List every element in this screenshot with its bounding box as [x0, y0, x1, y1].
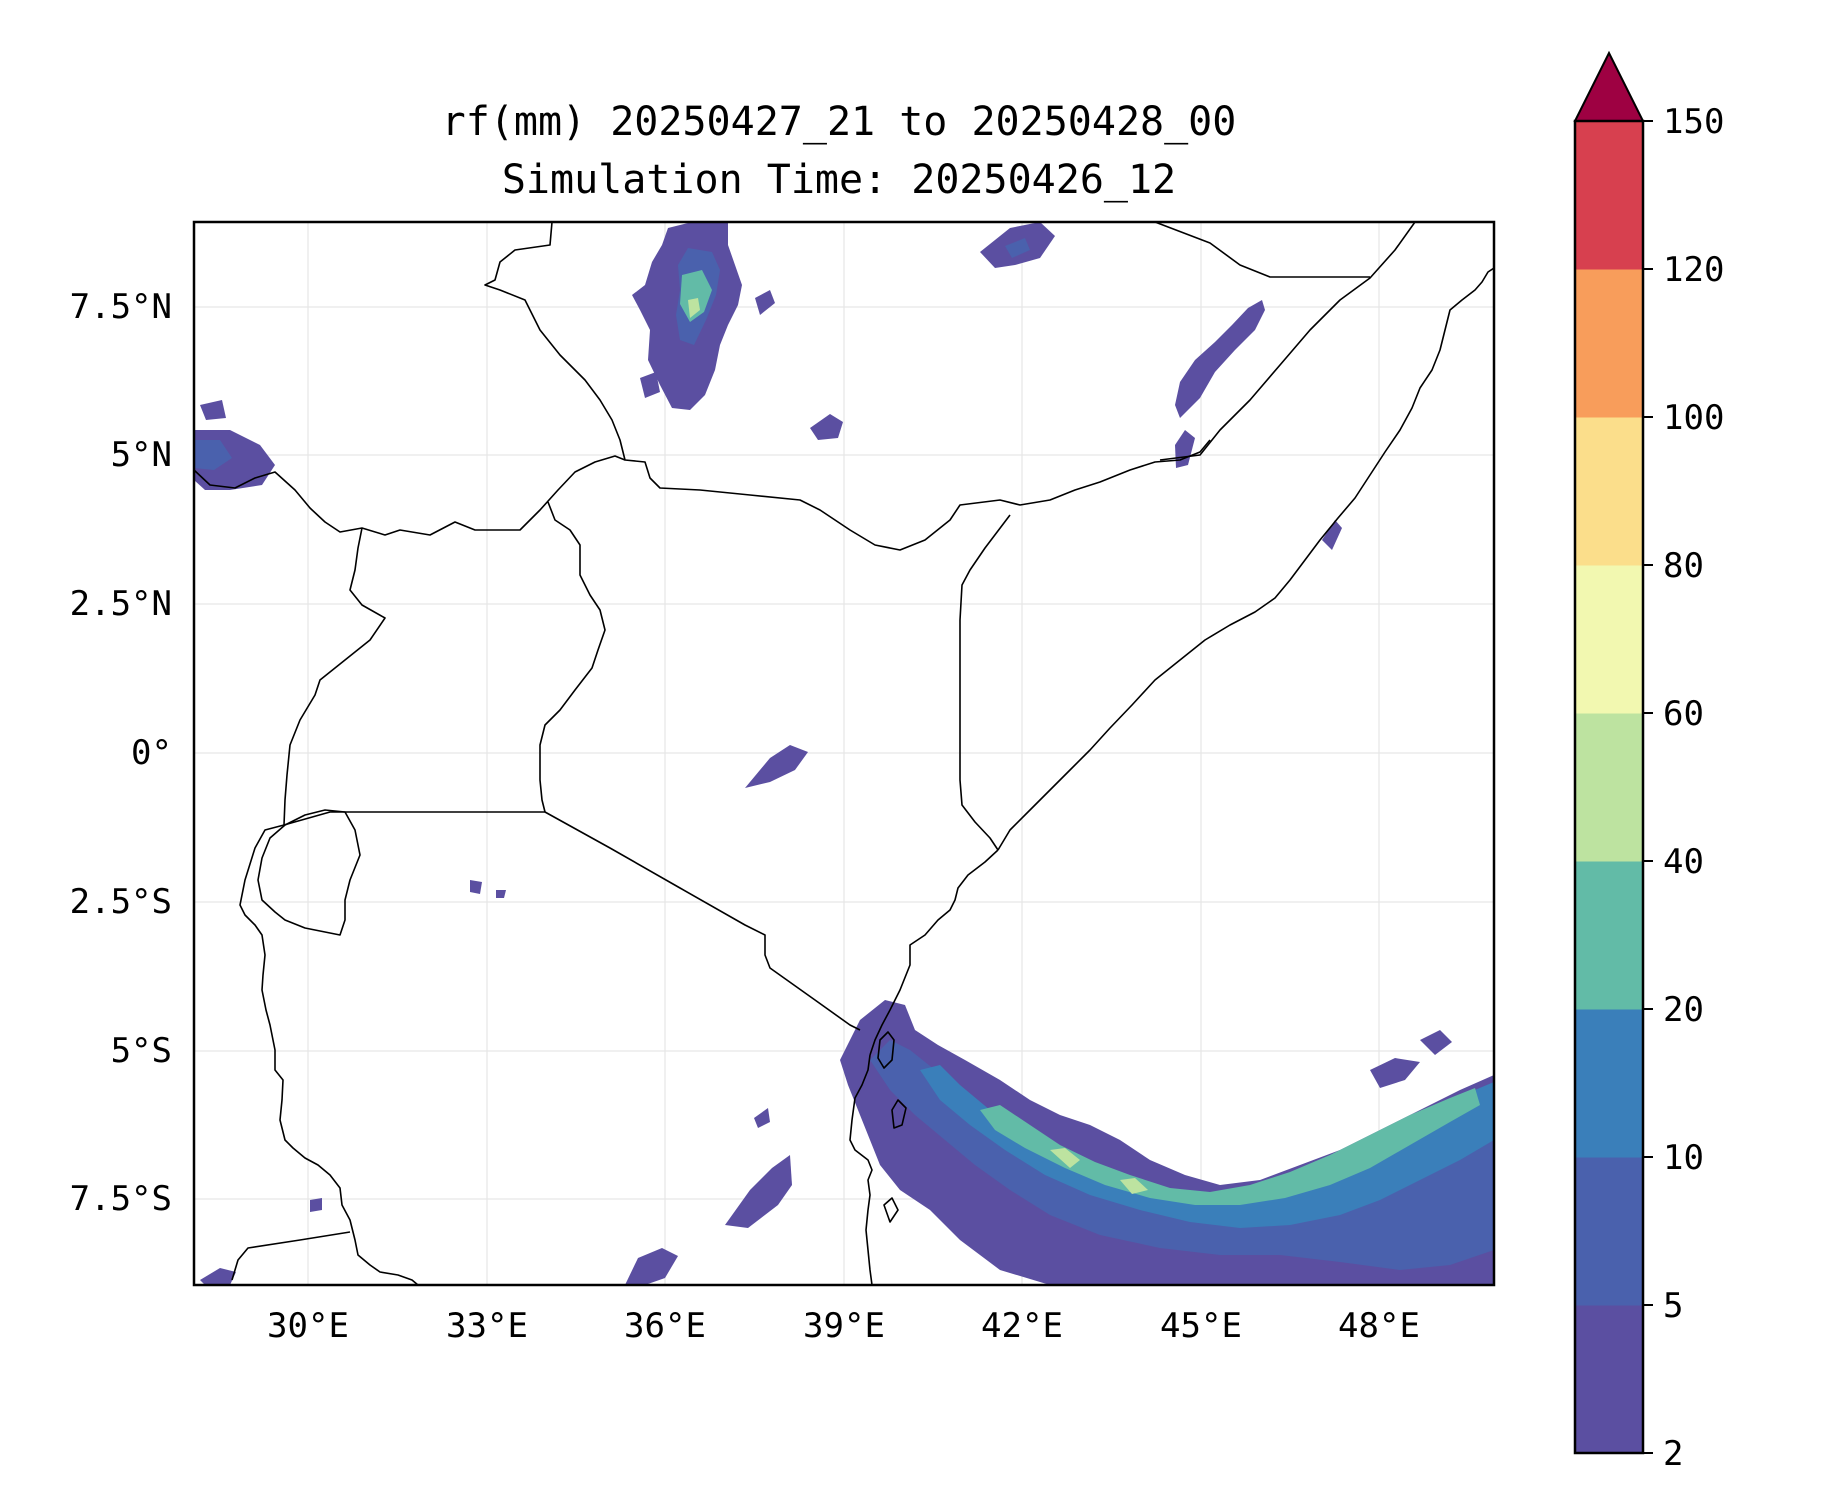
colorbar-tick-label: 5 — [1663, 1286, 1683, 1326]
x-tick-label: 33°E — [446, 1306, 528, 1346]
border-line — [239, 824, 419, 1285]
colorbar-tick-label: 2 — [1663, 1434, 1683, 1474]
colorbar-segment — [1575, 417, 1643, 566]
rain-patch — [920, 1065, 1494, 1228]
gridlines — [194, 222, 1494, 1285]
y-tick-label: 7.5°S — [70, 1179, 172, 1219]
island-outline — [891, 1099, 907, 1129]
colorbar-tick-label: 150 — [1663, 102, 1724, 142]
border-line — [1159, 222, 1416, 461]
colorbar-segment — [1575, 1305, 1643, 1454]
y-tick-label: 5°N — [111, 435, 172, 475]
y-tick-label: 2.5°N — [70, 584, 172, 624]
coastline — [849, 1054, 873, 1285]
colorbar-segment — [1575, 1157, 1643, 1306]
border-line — [1154, 222, 1370, 278]
map-panel: 30°E 33°E 36°E 39°E 42°E 45°E 48°E 7.5°N… — [70, 220, 1496, 1346]
rain-patch — [200, 1268, 236, 1285]
colorbar-segment — [1575, 861, 1643, 1010]
border-line — [194, 455, 626, 536]
x-axis-ticks: 30°E 33°E 36°E 39°E 42°E 45°E 48°E — [267, 1306, 1420, 1346]
border-line — [959, 514, 1011, 851]
rain-patch — [1050, 1148, 1080, 1168]
y-tick-label: 7.5°N — [70, 287, 172, 327]
rain-patch — [194, 440, 232, 470]
y-tick-label: 0° — [131, 733, 172, 773]
colorbar: 2 5 10 20 40 60 80 100 120 150 — [1573, 50, 1724, 1474]
title-line-1: rf(mm) 20250427_21 to 20250428_00 — [442, 99, 1237, 145]
island-outline — [883, 1197, 899, 1223]
colorbar-segment — [1575, 713, 1643, 862]
colorbar-tick-label: 120 — [1663, 250, 1724, 290]
rain-patch — [200, 400, 226, 420]
rain-patch — [470, 880, 482, 894]
colorbar-tick-label: 80 — [1663, 546, 1704, 586]
rain-patch — [1175, 300, 1265, 418]
rain-patch — [1175, 430, 1195, 468]
colorbar-tick-label: 100 — [1663, 398, 1724, 438]
colorbar-tick-label: 60 — [1663, 694, 1704, 734]
rain-patch — [496, 890, 506, 898]
y-tick-label: 2.5°S — [70, 882, 172, 922]
coastline — [997, 267, 1494, 851]
x-tick-label: 39°E — [803, 1306, 885, 1346]
x-tick-label: 42°E — [981, 1306, 1063, 1346]
y-axis-ticks: 7.5°N 5°N 2.5°N 0° 2.5°S 5°S 7.5°S — [70, 287, 172, 1219]
rainfall-field — [194, 222, 1494, 1285]
rain-patch — [980, 1088, 1480, 1205]
rain-patch — [810, 414, 843, 440]
colorbar-frame — [1573, 119, 1645, 1455]
colorbar-extend-arrow — [1573, 50, 1645, 122]
x-tick-label: 30°E — [267, 1306, 349, 1346]
lake-outline — [257, 809, 361, 936]
x-tick-label: 45°E — [1160, 1306, 1242, 1346]
colorbar-tick-label: 10 — [1663, 1138, 1704, 1178]
colorbar-ticks: 2 5 10 20 40 60 80 100 120 150 — [1643, 102, 1724, 1474]
colorbar-segments — [1575, 121, 1643, 1454]
rain-patch — [745, 745, 808, 788]
title-line-2: Simulation Time: 20250426_12 — [502, 157, 1176, 203]
rain-patch — [1420, 1030, 1452, 1055]
colorbar-segment — [1575, 269, 1643, 418]
border-line — [544, 811, 861, 1031]
colorbar-segment — [1575, 1009, 1643, 1158]
rain-patch — [1370, 1058, 1420, 1088]
border-line — [539, 501, 606, 813]
border-line — [283, 527, 545, 826]
rain-patch — [640, 372, 660, 398]
rain-patch — [310, 1198, 322, 1212]
map-frame — [192, 220, 1496, 1287]
rain-patch — [1005, 238, 1030, 258]
border-line — [484, 222, 1211, 551]
rain-patch — [625, 1248, 678, 1285]
colorbar-segment — [1575, 565, 1643, 714]
island-outline — [877, 1031, 895, 1069]
colorbar-tick-label: 20 — [1663, 990, 1704, 1030]
coastline — [869, 849, 999, 1056]
y-tick-label: 5°S — [111, 1031, 172, 1071]
x-tick-label: 48°E — [1338, 1306, 1420, 1346]
rain-patch — [755, 290, 775, 315]
rain-patch — [1322, 520, 1342, 550]
border-line — [231, 1231, 351, 1281]
x-tick-label: 36°E — [624, 1306, 706, 1346]
colorbar-tick-label: 40 — [1663, 842, 1704, 882]
rain-patch — [754, 1108, 770, 1128]
rain-patch — [725, 1155, 792, 1228]
rain-patch — [688, 298, 700, 318]
rain-patch — [1120, 1178, 1148, 1194]
colorbar-segment — [1575, 121, 1643, 270]
coastlines-borders — [194, 222, 1494, 1285]
rain-patch — [680, 270, 712, 322]
